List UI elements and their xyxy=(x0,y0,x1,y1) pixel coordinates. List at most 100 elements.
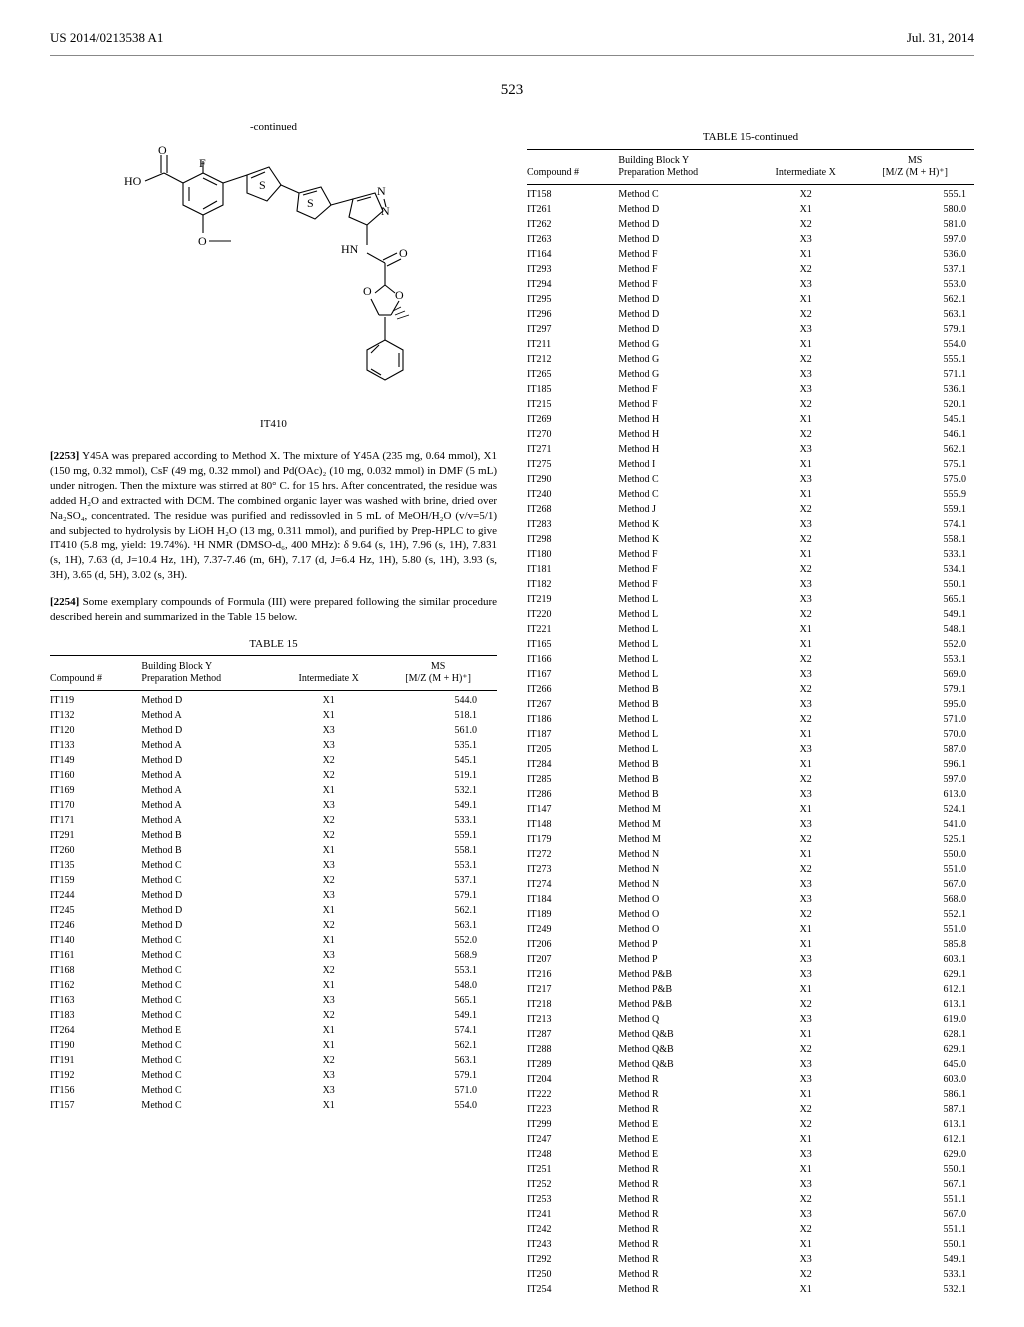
table-cell: X1 xyxy=(278,1098,383,1113)
table-row: IT242Method RX2551.1 xyxy=(527,1222,974,1237)
table-cell: IT140 xyxy=(50,933,141,948)
table-cell: IT192 xyxy=(50,1068,141,1083)
table-cell: IT184 xyxy=(527,892,618,907)
table-cell: X1 xyxy=(755,937,860,952)
table-cell: IT272 xyxy=(527,847,618,862)
table-cell: X3 xyxy=(755,1057,860,1072)
table-cell: IT262 xyxy=(527,217,618,232)
table-cell: Method H xyxy=(618,442,755,457)
table-row: IT218Method P&BX2613.1 xyxy=(527,997,974,1012)
table-cell: X3 xyxy=(755,1072,860,1087)
table-cell: X2 xyxy=(755,397,860,412)
table-cell: IT119 xyxy=(50,693,141,708)
table-cell: X1 xyxy=(755,412,860,427)
patent-number: US 2014/0213538 A1 xyxy=(50,30,163,47)
table-row: IT140Method CX1552.0 xyxy=(50,933,497,948)
table-row: IT287Method Q&BX1628.1 xyxy=(527,1027,974,1042)
table-row: IT181Method FX2534.1 xyxy=(527,562,974,577)
table-cell: Method A xyxy=(141,783,278,798)
table-cell: 563.1 xyxy=(860,307,974,322)
table-row: IT169Method AX1532.1 xyxy=(50,783,497,798)
table-cell: X2 xyxy=(755,262,860,277)
table-cell: 613.1 xyxy=(860,997,974,1012)
table-cell: 536.0 xyxy=(860,247,974,262)
compound-label: IT410 xyxy=(50,417,497,431)
table-cell: 575.1 xyxy=(860,457,974,472)
table-cell: 551.1 xyxy=(860,1222,974,1237)
table-cell: IT219 xyxy=(527,592,618,607)
table-cell: 580.0 xyxy=(860,202,974,217)
table-row: IT158Method CX2555.1 xyxy=(527,187,974,202)
table-cell: 579.1 xyxy=(383,888,497,903)
table-cell: 548.1 xyxy=(860,622,974,637)
table-row: IT283Method KX3574.1 xyxy=(527,517,974,532)
table-cell: Method D xyxy=(618,292,755,307)
table-row: IT179Method MX2525.1 xyxy=(527,832,974,847)
table-cell: X3 xyxy=(278,723,383,738)
table-cell: X3 xyxy=(278,738,383,753)
publication-date: Jul. 31, 2014 xyxy=(907,30,974,47)
para-number: [2254] xyxy=(50,596,79,608)
table-cell: IT299 xyxy=(527,1117,618,1132)
table-cell: Method O xyxy=(618,922,755,937)
table-cell: 541.0 xyxy=(860,817,974,832)
table-cell: 558.1 xyxy=(860,532,974,547)
table-cell: 595.0 xyxy=(860,697,974,712)
table-row: IT273Method NX2551.0 xyxy=(527,862,974,877)
table-cell: Method R xyxy=(618,1192,755,1207)
table-cell: Method C xyxy=(141,858,278,873)
table-cell: 563.1 xyxy=(383,918,497,933)
table-cell: Method D xyxy=(618,322,755,337)
table-row: IT297Method DX3579.1 xyxy=(527,322,974,337)
table-cell: X1 xyxy=(278,708,383,723)
table-row: IT288Method Q&BX2629.1 xyxy=(527,1042,974,1057)
table-cell: X3 xyxy=(755,232,860,247)
table-row: IT206Method PX1585.8 xyxy=(527,937,974,952)
table-cell: X2 xyxy=(755,712,860,727)
table-row: IT250Method RX2533.1 xyxy=(527,1267,974,1282)
table-cell: X1 xyxy=(278,903,383,918)
table-cell: Method C xyxy=(141,1038,278,1053)
table-cell: IT248 xyxy=(527,1147,618,1162)
table-cell: Method D xyxy=(141,723,278,738)
table-row: IT184Method OX3568.0 xyxy=(527,892,974,907)
table-cell: Method E xyxy=(618,1132,755,1147)
table-cell: Method C xyxy=(141,1068,278,1083)
table-cell: X2 xyxy=(755,187,860,202)
table-row: IT157Method CX1554.0 xyxy=(50,1098,497,1113)
table-row: IT204Method RX3603.0 xyxy=(527,1072,974,1087)
table-cell: Method B xyxy=(618,697,755,712)
table-cell: 597.0 xyxy=(860,772,974,787)
table-cell: 586.1 xyxy=(860,1087,974,1102)
table-title-cont: TABLE 15-continued xyxy=(527,130,974,144)
table-cell: X2 xyxy=(755,1222,860,1237)
table-cell: 559.1 xyxy=(860,502,974,517)
table-cell: X1 xyxy=(278,783,383,798)
table-cell: 550.0 xyxy=(860,847,974,862)
table-cell: IT294 xyxy=(527,277,618,292)
table-cell: IT216 xyxy=(527,967,618,982)
paragraph-2254: [2254] Some exemplary compounds of Formu… xyxy=(50,595,497,625)
table-cell: 562.1 xyxy=(860,442,974,457)
table-cell: 597.0 xyxy=(860,232,974,247)
table-cell: IT270 xyxy=(527,427,618,442)
table-cell: 537.1 xyxy=(383,873,497,888)
table-cell: 568.0 xyxy=(860,892,974,907)
table-cell: X3 xyxy=(755,367,860,382)
table-cell: X1 xyxy=(755,847,860,862)
table-row: IT245Method DX1562.1 xyxy=(50,903,497,918)
svg-text:HO: HO xyxy=(124,174,142,188)
table-cell: Method L xyxy=(618,742,755,757)
table-cell: Method R xyxy=(618,1222,755,1237)
table-row: IT271Method HX3562.1 xyxy=(527,442,974,457)
two-column-layout: -continued HO O F xyxy=(50,120,974,1296)
table-row: IT166Method LX2553.1 xyxy=(527,652,974,667)
table-cell: Method R xyxy=(618,1072,755,1087)
table-cell: IT290 xyxy=(527,472,618,487)
table-cell: Method R xyxy=(618,1102,755,1117)
table-cell: Method N xyxy=(618,847,755,862)
table-cell: 537.1 xyxy=(860,262,974,277)
table-cell: IT246 xyxy=(50,918,141,933)
table-cell: X1 xyxy=(755,982,860,997)
table-cell: IT213 xyxy=(527,1012,618,1027)
